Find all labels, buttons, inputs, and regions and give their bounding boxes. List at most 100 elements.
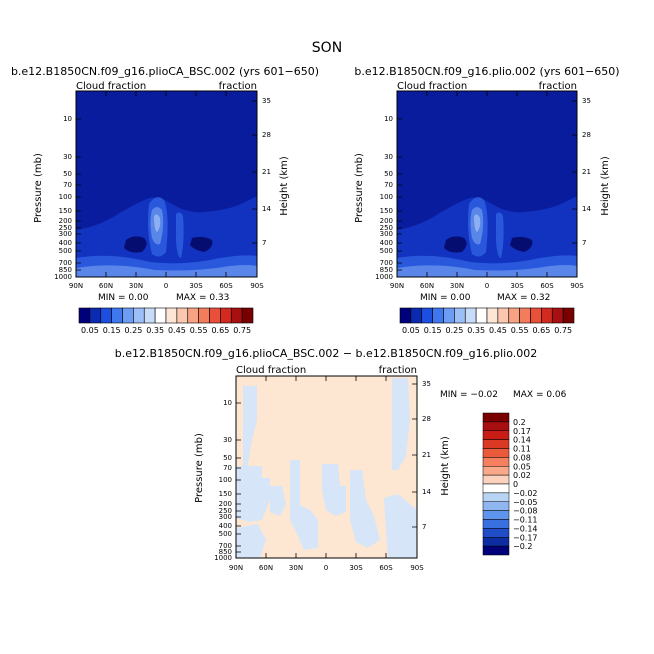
colorbar-swatch [482,510,510,520]
colorbar-swatch [562,307,575,324]
field-tower-core [474,214,481,232]
ytick-label: 150 [219,490,232,498]
colorbar-swatch [482,519,510,529]
y2tick-label: 28 [582,131,591,139]
colorbar-label: 0.08 [513,453,531,462]
field-dark-core-left [124,236,147,253]
y2tick-label: 21 [582,168,591,176]
field-column-right [176,212,184,258]
colorbar-swatch [497,307,510,324]
colorbar-swatch [454,307,466,324]
field-lower-band-inner [76,265,257,277]
colorbar-swatch [111,307,123,324]
colorbar-swatch [176,307,189,324]
panel-1: b.e12.B1850CN.f09_g16.plioCA_BSC.002 (yr… [11,65,319,303]
colorbar-swatch [399,307,412,324]
xtick-label: 30N [289,564,303,572]
field-dark-core-right [190,236,213,252]
colorbar-swatch [143,307,156,324]
panel-1-min: MIN = 0.00 [98,293,149,303]
panel-2: b.e12.B1850CN.f09_g16.plio.002 (yrs 601−… [354,65,620,303]
panel-3-yticks: 10 30 50 70 100 150 200 250 300 400 500 … [214,399,232,562]
ytick-label: 200 [219,500,232,508]
colorbar-label: 0.45 [489,326,507,335]
ytick-label: 30 [63,153,72,161]
y2tick-label: 7 [262,239,266,247]
field-lower-band-inner [397,265,577,277]
panel-2-title: b.e12.B1850CN.f09_g16.plio.002 (yrs 601−… [354,65,619,78]
patch-mid-left-2 [270,486,286,516]
colorbar-label: 0.65 [532,326,550,335]
panel-1-yticks: 10 30 50 70 100 150 200 250 300 400 500 … [54,115,72,281]
panel-1-frame [75,90,258,278]
ytick-label: 30 [223,436,232,444]
panel-2-min: MIN = 0.00 [420,293,471,303]
colorbar-label: 0.35 [467,326,485,335]
panel-1-y2ticks: 35 28 21 14 7 [262,97,271,247]
colorbar-1: 0.05 0.15 0.25 0.35 0.45 0.55 0.65 0.75 [78,307,254,335]
colorbar-swatch [443,307,455,324]
colorbar-label: 0.45 [168,326,186,335]
y2tick-label: 35 [262,97,271,105]
panel-1-title: b.e12.B1850CN.f09_g16.plioCA_BSC.002 (yr… [11,65,319,78]
xtick-label: 60S [540,282,554,290]
xtick-label: 90S [410,564,424,572]
colorbar-label: 0.55 [511,326,529,335]
field-tower-core [154,214,161,232]
colorbar-swatch [482,474,510,485]
panel-2-right-label: fraction [539,81,577,92]
ytick-label: 70 [384,181,393,189]
colorbar-swatch [482,492,510,502]
panel-3-left-label: Cloud fraction [236,365,306,376]
ytick-label: 10 [384,115,393,123]
ytick-label: 700 [59,259,72,267]
colorbar-label: 0.05 [513,462,531,471]
panel-2-frame [396,90,578,278]
colorbar-label: 0.02 [513,471,531,480]
colorbar-swatch [209,307,221,324]
xtick-label: 90N [69,282,83,290]
frame-border [75,90,258,278]
ytick-label: 400 [380,239,393,247]
xtick-label: 60N [259,564,273,572]
xtick-label: 60N [99,282,113,290]
ytick-label: 300 [59,230,72,238]
ytick-label: 500 [59,247,72,255]
frame-ticks [235,376,418,559]
ytick-label: 700 [219,542,232,550]
panel-3-field [236,376,417,558]
y2tick-label: 7 [582,239,586,247]
panel-2-yticks: 10 30 50 70 100 150 200 250 300 400 500 … [375,115,393,281]
field-column-right [496,212,504,258]
colorbar-label: 0.15 [103,326,121,335]
frame-ticks [396,91,578,278]
colorbar-swatch [165,307,178,324]
y2tick-label: 35 [422,380,431,388]
colorbar-label: 0.75 [554,326,572,335]
xtick-label: 90N [229,564,243,572]
ytick-label: 50 [63,170,72,178]
xtick-label: 30N [450,282,464,290]
colorbar-label: 0.14 [513,436,531,445]
panel-3: b.e12.B1850CN.f09_g16.plioCA_BSC.002 − b… [115,347,567,572]
ytick-label: 300 [380,230,393,238]
colorbar-swatch [551,307,564,324]
page-title: SON [312,40,342,56]
panel-1-field [76,91,257,277]
colorbar-swatch [482,412,510,423]
panel-1-y2label: Height (km) [279,156,290,216]
colorbar-swatch [100,307,112,324]
colorbar-swatch [421,307,433,324]
colorbar-label: −0.11 [513,516,538,525]
colorbar-label: −0.05 [513,498,538,507]
xtick-label: 60S [219,282,233,290]
patch-upper-right [392,378,410,470]
panel-3-y2ticks: 35 28 21 14 7 [422,380,431,531]
colorbar-swatch [482,545,510,556]
panel-1-xticks: 90N 60N 30N 0 30S 60S 90S [69,282,264,290]
colorbar-swatch [475,307,488,324]
colorbar-swatch [482,457,510,467]
panel-3-xticks: 90N 60N 30N 0 30S 60S 90S [229,564,424,572]
colorbar-swatch [482,501,510,511]
colorbar-label: 0.55 [190,326,208,335]
